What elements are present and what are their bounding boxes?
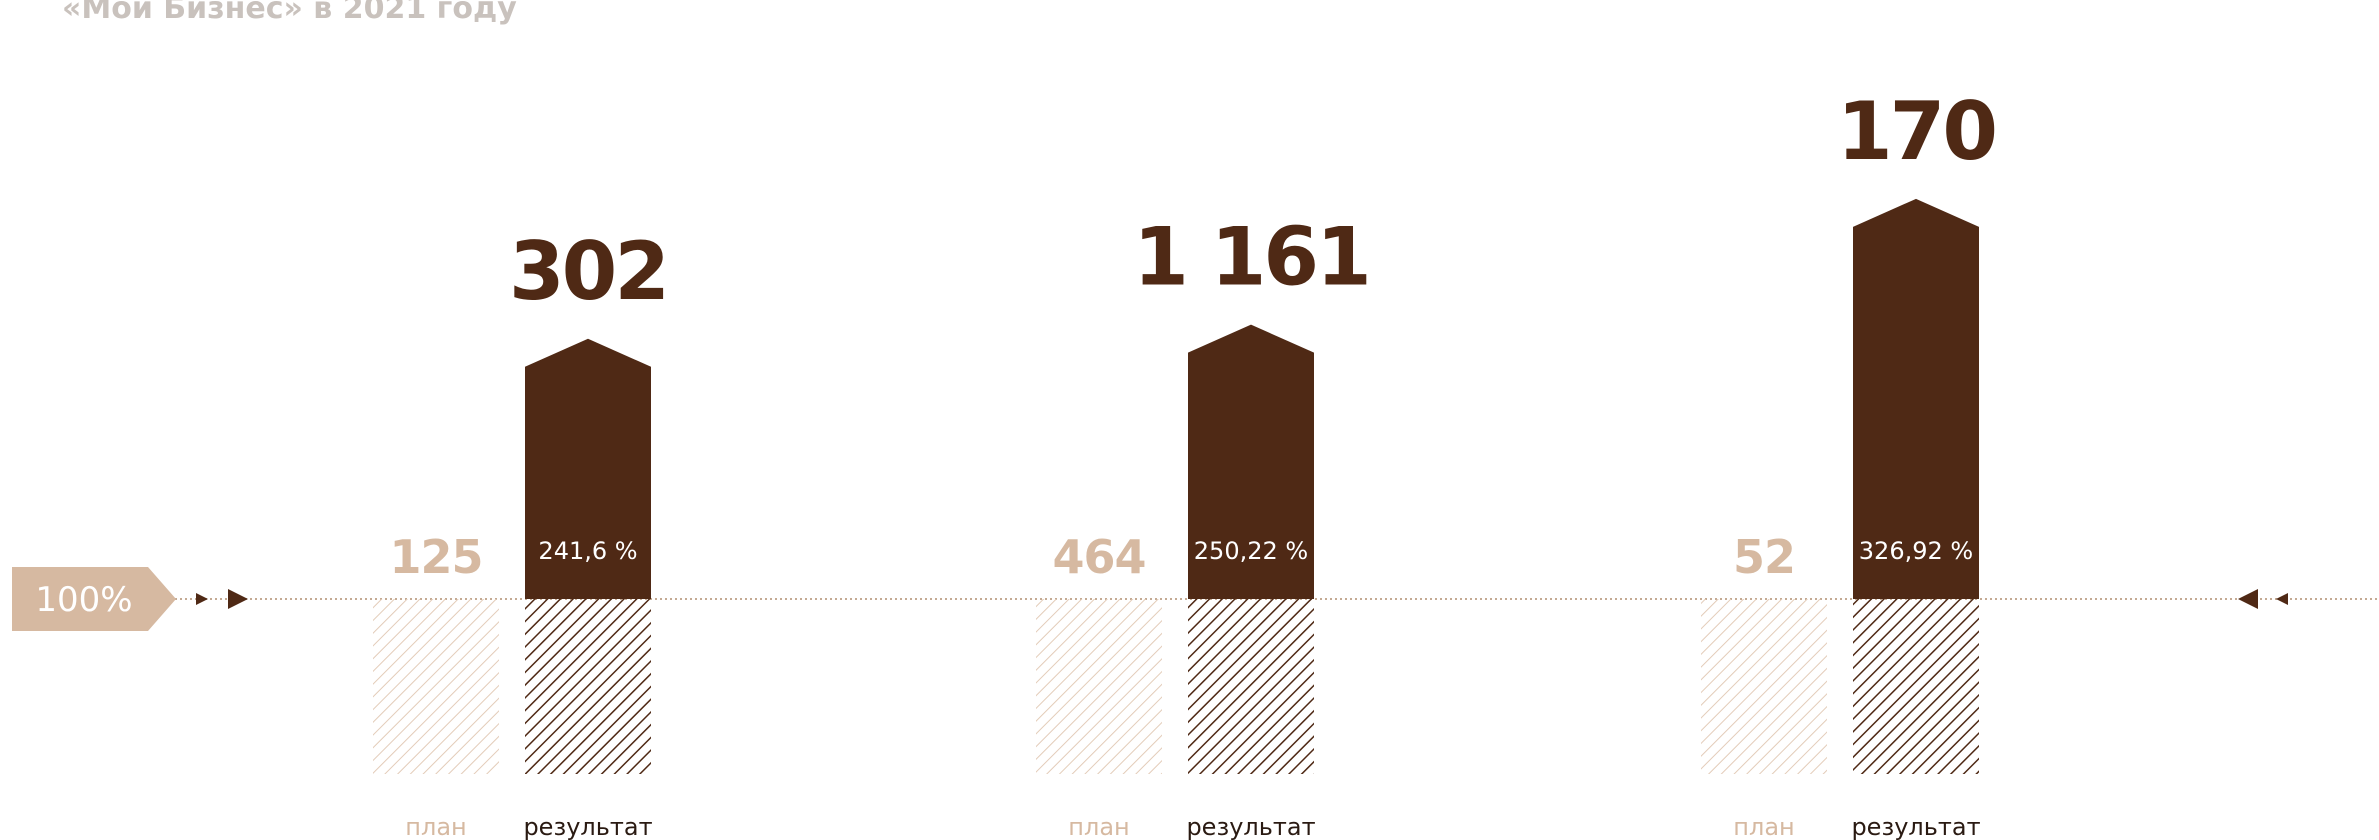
chart-title: «Мой Бизнес» в 2021 году <box>62 0 517 26</box>
plan-value-label: 125 <box>389 530 482 584</box>
result-label: результат <box>1851 813 1980 840</box>
bar-group: 250,22 % 1 161 464 план результат <box>1036 211 1372 840</box>
result-bar-base <box>1188 599 1314 774</box>
result-bar <box>1853 198 1979 599</box>
plan-value-label: 52 <box>1733 530 1795 584</box>
plan-bar <box>373 599 499 774</box>
arrow-left-large <box>228 589 248 609</box>
baseline-marker: 100% <box>12 567 176 631</box>
percent-label: 326,92 % <box>1859 537 1973 565</box>
result-value-label: 1 161 <box>1133 211 1369 304</box>
plan-bar <box>1701 599 1827 774</box>
result-bar <box>525 338 651 599</box>
plan-label: план <box>405 813 466 840</box>
percent-label: 241,6 % <box>538 537 637 565</box>
plan-label: план <box>1068 813 1129 840</box>
plan-bar <box>1036 599 1162 774</box>
result-bar-base <box>525 599 651 774</box>
result-value-label: 170 <box>1837 85 1995 178</box>
result-value-label: 302 <box>509 225 667 318</box>
bar-group: 241,6 % 302 125 план результат <box>373 225 670 840</box>
plan-value-label: 464 <box>1052 530 1145 584</box>
baseline-label: 100% <box>35 580 132 620</box>
result-label: результат <box>1186 813 1315 840</box>
result-bar-base <box>1853 599 1979 774</box>
result-bar <box>1188 324 1314 599</box>
arrow-left-small <box>196 593 208 605</box>
arrow-right-small <box>2276 593 2288 605</box>
arrow-right-large <box>2238 589 2258 609</box>
plan-label: план <box>1733 813 1794 840</box>
percent-label: 250,22 % <box>1194 537 1308 565</box>
result-label: результат <box>523 813 652 840</box>
bar-group: 326,92 % 170 52 план результат <box>1701 85 1998 840</box>
bars: 241,6 % 302 125 план результат 250,22 % 1 161 4… <box>373 85 1998 840</box>
